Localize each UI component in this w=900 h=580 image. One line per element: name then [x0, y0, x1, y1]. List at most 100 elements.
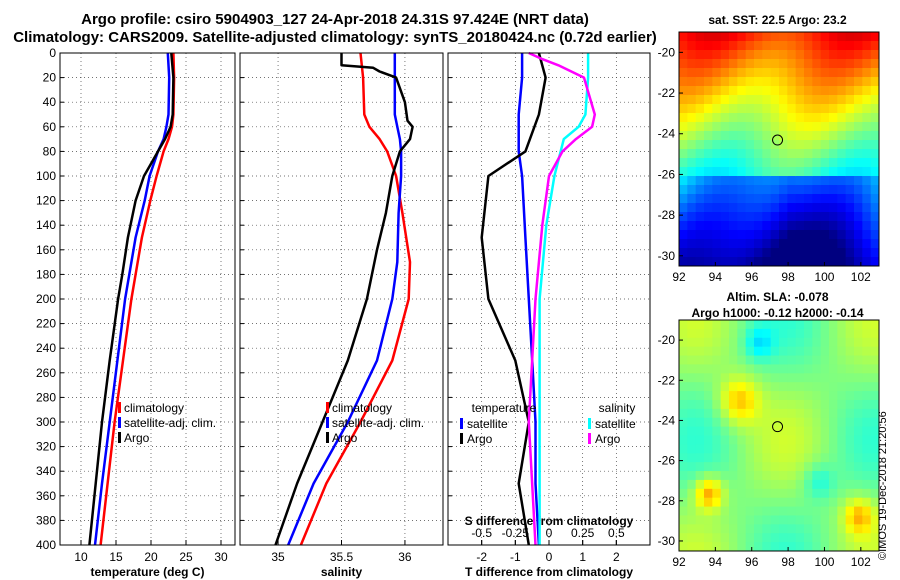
sst-cell — [745, 185, 755, 195]
sla-cell — [845, 479, 855, 490]
x-tick-label-3-3: 1 — [579, 550, 586, 564]
sla-cell — [745, 355, 755, 365]
sla-cell — [870, 328, 880, 339]
sst-cell — [795, 203, 805, 213]
sla-cell — [804, 453, 813, 463]
sst-cell — [679, 221, 688, 231]
sla-cell — [829, 524, 838, 534]
sst-cell — [829, 239, 838, 249]
sla-cell — [687, 435, 697, 445]
sst-cell — [837, 257, 847, 267]
sst-cell — [837, 167, 847, 177]
sst-cell — [679, 230, 688, 240]
sla-cell — [787, 524, 797, 534]
sla-cell — [870, 399, 880, 410]
legend-label-1-2: Argo — [124, 431, 150, 445]
sla-cell — [862, 453, 872, 463]
sla-cell — [695, 497, 705, 508]
sla-cell — [795, 506, 805, 516]
sst-cell — [820, 131, 830, 141]
sla-cell — [695, 328, 705, 339]
sla-cell — [762, 320, 772, 330]
sla-cell — [845, 391, 855, 401]
sst-cell — [679, 194, 688, 204]
sst-cell — [704, 140, 713, 150]
sla-cell — [695, 488, 705, 499]
sla-cell — [704, 506, 713, 516]
sla-cell — [812, 391, 822, 401]
sla-cell — [862, 399, 872, 410]
sst-cell — [870, 122, 880, 132]
sst-cell — [720, 257, 730, 267]
sla-cell — [862, 533, 872, 543]
sla-cell — [679, 426, 688, 436]
sst-cell — [720, 104, 730, 114]
sst-cell — [770, 59, 780, 69]
sla-cell — [845, 506, 855, 516]
sla-cell — [795, 462, 805, 472]
sla-cell — [704, 346, 713, 357]
sla-cell — [720, 373, 730, 383]
sla-cell — [762, 462, 772, 472]
x-tick-label-1-2: 20 — [144, 550, 158, 564]
sla-cell — [720, 462, 730, 472]
sla-cell — [720, 524, 730, 534]
sst-cell — [729, 50, 738, 60]
sst-cell — [829, 194, 838, 204]
sla-cell — [712, 435, 722, 445]
sla-cell — [770, 391, 780, 401]
sla-cell — [845, 382, 855, 392]
sla-cell — [837, 328, 847, 339]
sla-cell — [829, 471, 838, 481]
sst-cell — [712, 104, 722, 114]
sst-cell — [804, 257, 813, 267]
sla-cell — [779, 364, 788, 374]
sla-cell — [745, 408, 755, 419]
sst-cell — [870, 104, 880, 114]
sst-cell — [695, 239, 705, 249]
sst-map-y-label-5: -30 — [658, 249, 676, 263]
sla-cell — [754, 328, 763, 339]
sst-cell — [695, 149, 705, 159]
sla-cell — [745, 435, 755, 445]
sla-cell — [795, 444, 805, 454]
sla-cell — [687, 515, 697, 525]
sst-cell — [854, 221, 863, 231]
sla-cell — [795, 320, 805, 330]
sst-cell — [737, 32, 747, 42]
sst-cell — [687, 95, 697, 105]
sla-cell — [837, 320, 847, 330]
sla-cell — [845, 320, 855, 330]
sla-cell — [737, 373, 747, 383]
sst-cell — [870, 86, 880, 96]
sla-cell — [704, 435, 713, 445]
sla-cell — [704, 355, 713, 365]
sla-cell — [820, 346, 830, 357]
sst-cell — [870, 158, 880, 168]
x-tick-label-3-0: -2 — [476, 550, 487, 564]
sst-cell — [779, 176, 788, 186]
sla-cell — [754, 444, 763, 454]
x2-axis-title: S difference from climatology — [465, 514, 634, 528]
sst-cell — [679, 212, 688, 222]
sst-cell — [762, 122, 772, 132]
x-tick-label-2-1: 35.5 — [330, 550, 354, 564]
sst-cell — [737, 86, 747, 96]
sla-cell — [862, 462, 872, 472]
x2-tick-label-2: 0 — [546, 526, 553, 540]
sla-cell — [687, 408, 697, 419]
sla-cell — [787, 488, 797, 499]
sla-cell — [870, 497, 880, 508]
sla-cell — [804, 542, 813, 552]
sla-cell — [854, 488, 863, 499]
sla-cell — [845, 346, 855, 357]
sst-cell — [820, 113, 830, 123]
sst-cell — [820, 59, 830, 69]
sla-cell — [745, 382, 755, 392]
sla-cell — [870, 391, 880, 401]
sla-cell — [754, 453, 763, 463]
sla-cell — [837, 435, 847, 445]
sst-cell — [745, 41, 755, 51]
sst-cell — [837, 185, 847, 195]
sst-cell — [679, 77, 688, 87]
